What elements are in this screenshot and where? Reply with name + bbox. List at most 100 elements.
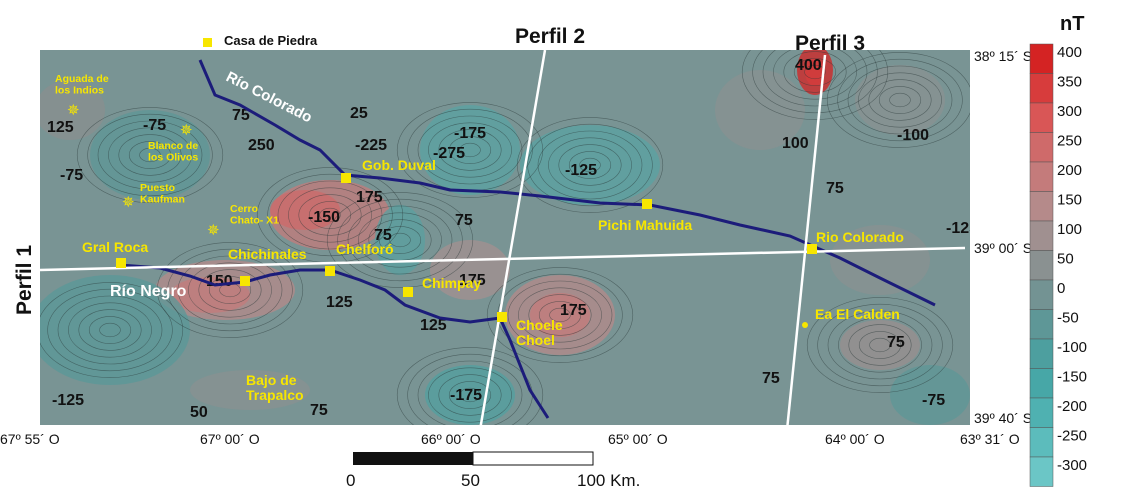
contour-line (87, 113, 213, 197)
place-label: Rio Colorado (816, 229, 904, 245)
legend-label: 350 (1057, 74, 1082, 91)
scale-bar-tick-100: 100 Km. (577, 471, 640, 490)
contour-line (448, 381, 492, 409)
legend-label: 300 (1057, 103, 1082, 120)
contour-line (358, 212, 442, 268)
legend-label: 50 (1057, 251, 1074, 268)
well-marker-icon: ✵ (67, 102, 80, 119)
contour-label: 75 (887, 334, 905, 351)
anomaly-blob (190, 370, 310, 410)
contour-line (858, 72, 942, 128)
contour-label: 400 (795, 57, 822, 74)
contour-line (538, 301, 582, 329)
contour-line (837, 58, 963, 142)
anomaly-blob (530, 293, 590, 337)
longitude-tick-label: 67º 55´ O (0, 431, 60, 447)
contour-label: -125 (946, 220, 978, 237)
contour-line (97, 120, 203, 190)
anomaly-blob (90, 110, 210, 200)
contour-line (198, 269, 262, 311)
well-marker-icon: ✵ (122, 194, 135, 211)
contour-label: 125 (326, 294, 353, 311)
contour-line (78, 309, 142, 351)
legend-label: 200 (1057, 162, 1082, 179)
perfil-2-title: Perfil 2 (515, 25, 585, 48)
well-marker-icon: ✵ (207, 222, 220, 239)
contour-line (188, 262, 272, 318)
contour-label: 75 (826, 180, 844, 197)
contour-line (804, 64, 826, 80)
contour-line (208, 276, 252, 304)
legend-label: -150 (1057, 369, 1087, 386)
place-label: Puesto Kaufman (140, 182, 185, 206)
contour-line (118, 134, 182, 176)
contour-line (47, 288, 173, 372)
scale-bar: 0 50 100 Km. (346, 451, 640, 490)
contour-label: 75 (374, 227, 392, 244)
place-marker (240, 276, 250, 286)
contour-line (793, 58, 837, 86)
anomaly-blob (430, 240, 510, 300)
contour-line (579, 157, 601, 173)
contour-line (838, 317, 922, 373)
contour-line (99, 322, 121, 338)
latitude-tick-label: 39º 00´ S (974, 240, 1032, 256)
legend-label: -100 (1057, 339, 1087, 356)
contour-line (817, 303, 943, 387)
contour-label: 75 (455, 212, 473, 229)
contour-line (848, 324, 912, 366)
legend-label: -200 (1057, 398, 1087, 415)
contour-label: 100 (782, 135, 809, 152)
legend-swatch (1029, 191, 1054, 222)
legend-label: 0 (1057, 280, 1065, 297)
scale-bar-black-segment (353, 452, 473, 465)
casa-de-piedra-marker (203, 38, 212, 47)
legend-swatch (1029, 427, 1054, 458)
legend-title: nT (1060, 13, 1084, 35)
contour-line (459, 142, 481, 158)
contour-label: -175 (454, 125, 486, 142)
anomaly-blob (805, 58, 825, 86)
contour-line (428, 122, 512, 178)
contour-line (108, 127, 192, 183)
contour-line (878, 86, 922, 114)
contour-line (762, 50, 868, 107)
scale-bar-tick-0: 0 (346, 471, 355, 490)
contour-line (773, 50, 857, 100)
contour-line (869, 337, 891, 353)
place-marker (116, 258, 126, 268)
legend-swatch (1029, 397, 1054, 428)
contour-line (139, 147, 161, 163)
scale-bar-white-segment (472, 451, 594, 466)
place-marker (341, 173, 351, 183)
longitude-ticks: 67º 55´ O 67º 00´ O 66º 00´ O 65º 00´ O 64º … (0, 431, 1020, 447)
contour-line (68, 302, 152, 358)
longitude-tick-label: 63º 31´ O (960, 431, 1020, 447)
contour-label: -275 (433, 145, 465, 162)
contour-label: 250 (248, 137, 275, 154)
contour-label: -75 (143, 117, 166, 134)
contour-label: -225 (355, 137, 387, 154)
place-marker (403, 287, 413, 297)
legend-swatch (1029, 132, 1054, 163)
anomaly-blob (855, 65, 945, 135)
legend-label: 400 (1057, 44, 1082, 61)
legend-swatch (1029, 73, 1054, 104)
contour-line (847, 65, 953, 135)
contour-line (428, 367, 512, 423)
place-label: Pichi Mahuida (598, 217, 692, 233)
contour-line (486, 267, 634, 363)
contour-line (288, 187, 372, 243)
place-label: Gob. Duval (362, 157, 436, 173)
well-marker-icon: ✵ (180, 122, 193, 139)
anomaly-blob (40, 275, 190, 385)
contour-line (558, 144, 622, 186)
contour-line (396, 347, 544, 425)
anomaly-shading (40, 50, 970, 425)
contour-label: -75 (922, 392, 945, 409)
longitude-tick-label: 64º 00´ O (825, 431, 885, 447)
anomaly-blob (520, 125, 660, 205)
contour-line (537, 130, 643, 200)
contour-label: -150 (308, 209, 340, 226)
contour-line (783, 51, 847, 93)
